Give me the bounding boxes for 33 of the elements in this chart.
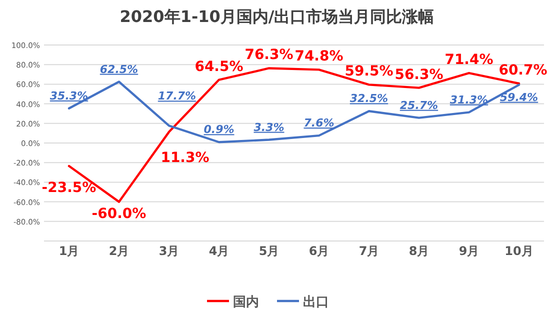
data-label: 0.9% <box>204 123 234 136</box>
x-tick-label: 10月 <box>504 244 534 258</box>
data-label: 31.3% <box>450 93 488 106</box>
x-tick-label: 7月 <box>358 244 380 258</box>
data-label: 76.3% <box>244 47 294 64</box>
data-label: 74.8% <box>294 48 344 65</box>
data-label: 35.3% <box>50 89 88 102</box>
data-label: -60.0% <box>92 206 146 222</box>
x-tick-label: 8月 <box>408 244 430 258</box>
x-tick-label: 1月 <box>58 244 80 258</box>
data-label: -23.5% <box>42 180 96 196</box>
x-tick-label: 5月 <box>258 244 280 258</box>
data-label: 62.5% <box>100 62 138 76</box>
data-label: 11.3% <box>160 150 210 166</box>
data-label: 71.4% <box>444 52 494 68</box>
x-tick-label: 9月 <box>458 244 480 258</box>
data-label: 25.7% <box>400 98 438 112</box>
x-tick-label: 4月 <box>208 244 230 258</box>
legend-label: 国内 <box>233 295 259 310</box>
data-label: 59.5% <box>344 64 394 80</box>
x-tick-label: 3月 <box>158 244 180 258</box>
data-label: 64.5% <box>194 58 244 75</box>
data-label: 7.6% <box>304 116 334 130</box>
x-tick-label: 6月 <box>308 244 330 258</box>
x-tick-label: 2月 <box>108 244 130 258</box>
data-label: 3.3% <box>254 120 284 134</box>
data-label: 60.7% <box>498 62 548 79</box>
data-label: 59.4% <box>500 90 538 104</box>
legend-label: 出口 <box>303 295 329 310</box>
data-label: 56.3% <box>394 66 444 83</box>
chart-title: 2020年1-10月国内/出口市场当月同比涨幅 <box>120 7 434 26</box>
data-label: 17.7% <box>158 90 196 103</box>
data-label: 32.5% <box>350 92 388 106</box>
